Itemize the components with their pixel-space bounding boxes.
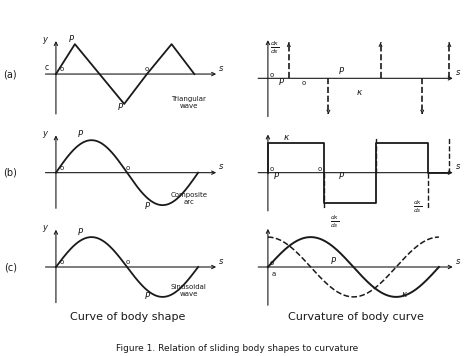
Text: P: P: [339, 173, 344, 182]
Text: o: o: [126, 260, 130, 266]
Text: o: o: [60, 165, 64, 171]
Text: P: P: [78, 130, 83, 139]
Text: P: P: [274, 173, 279, 182]
Text: $\frac{d\kappa}{ds}$: $\frac{d\kappa}{ds}$: [413, 198, 423, 215]
Text: (b): (b): [3, 168, 18, 178]
Text: o: o: [270, 260, 274, 266]
Text: Curve of body shape: Curve of body shape: [70, 312, 186, 321]
Text: o: o: [270, 72, 274, 78]
Text: s: s: [219, 162, 223, 171]
Text: P: P: [278, 78, 283, 87]
Text: Composite
arc: Composite arc: [170, 192, 207, 205]
Text: P: P: [330, 257, 336, 266]
Text: P: P: [145, 201, 149, 210]
Text: $\kappa$: $\kappa$: [356, 88, 363, 98]
Text: o: o: [60, 66, 64, 72]
Text: $\kappa$: $\kappa$: [401, 290, 409, 299]
Text: $\frac{d\kappa}{ds}$: $\frac{d\kappa}{ds}$: [270, 40, 280, 57]
Text: s: s: [219, 64, 223, 73]
Text: P: P: [118, 103, 123, 112]
Text: o: o: [301, 80, 306, 86]
Text: P: P: [339, 67, 344, 76]
Text: s: s: [456, 162, 460, 171]
Text: $\kappa$: $\kappa$: [283, 133, 290, 142]
Text: y: y: [42, 223, 47, 232]
Text: s: s: [456, 257, 460, 266]
Text: P: P: [78, 227, 83, 236]
Text: y: y: [42, 35, 47, 43]
Text: (a): (a): [4, 69, 17, 79]
Text: y: y: [42, 129, 47, 138]
Text: P: P: [69, 35, 73, 43]
Text: o: o: [145, 67, 149, 73]
Text: $\frac{d\kappa}{ds}$: $\frac{d\kappa}{ds}$: [330, 214, 339, 230]
Text: Sinusoidal
wave: Sinusoidal wave: [171, 284, 207, 297]
Text: o: o: [60, 259, 64, 265]
Text: o: o: [270, 166, 274, 172]
Text: P: P: [145, 293, 149, 302]
Text: c: c: [44, 63, 48, 72]
Text: o: o: [318, 166, 322, 172]
Text: Figure 1. Relation of sliding body shapes to curvature: Figure 1. Relation of sliding body shape…: [116, 344, 358, 353]
Text: s: s: [456, 68, 460, 77]
Text: a: a: [272, 271, 276, 277]
Text: (c): (c): [4, 262, 17, 272]
Text: o: o: [126, 165, 130, 171]
Text: Curvature of body curve: Curvature of body curve: [288, 312, 423, 321]
Text: s: s: [219, 257, 223, 266]
Text: Triangular
wave: Triangular wave: [171, 96, 206, 109]
